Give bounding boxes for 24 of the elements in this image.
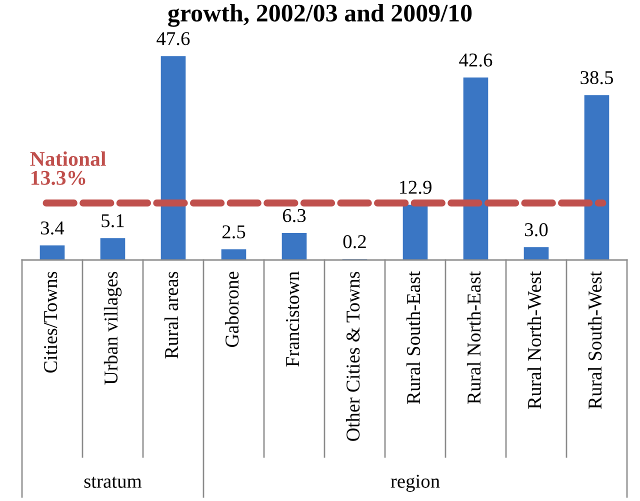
chart-title: growth, 2002/03 and 2009/10 xyxy=(168,4,472,27)
x-tick-label: Urban villages xyxy=(104,272,122,385)
data-label: 38.5 xyxy=(580,71,614,84)
data-label: 12.9 xyxy=(400,180,432,194)
data-label: 5.1 xyxy=(102,214,124,228)
data-label: 47.6 xyxy=(156,32,190,46)
data-label: 3.4 xyxy=(41,221,64,235)
data-label: 3.0 xyxy=(525,223,548,236)
x-tick-label: Gaborone xyxy=(224,272,239,347)
text: region xyxy=(390,474,440,492)
x-tick-label: Cities/Towns xyxy=(44,272,58,373)
ref-line-label: National 13.3% xyxy=(30,151,106,185)
data-label: 6.3 xyxy=(282,209,306,222)
text: stratum xyxy=(84,476,142,488)
x-tick-label: Other Cities & Towns xyxy=(346,272,360,441)
data-label: 0.2 xyxy=(343,235,366,248)
x-tick-label: Rural South-East xyxy=(406,271,420,404)
x-tick-label: Rural North-East xyxy=(466,271,481,404)
x-tick-label: Rural areas xyxy=(164,272,178,359)
data-label: 42.6 xyxy=(459,54,492,67)
data-label: 2.5 xyxy=(222,225,246,238)
x-tick-label: Rural South-West xyxy=(588,271,602,409)
x-tick-label: Francistown xyxy=(286,271,300,367)
x-tick-label: Rural North-West xyxy=(527,271,542,409)
